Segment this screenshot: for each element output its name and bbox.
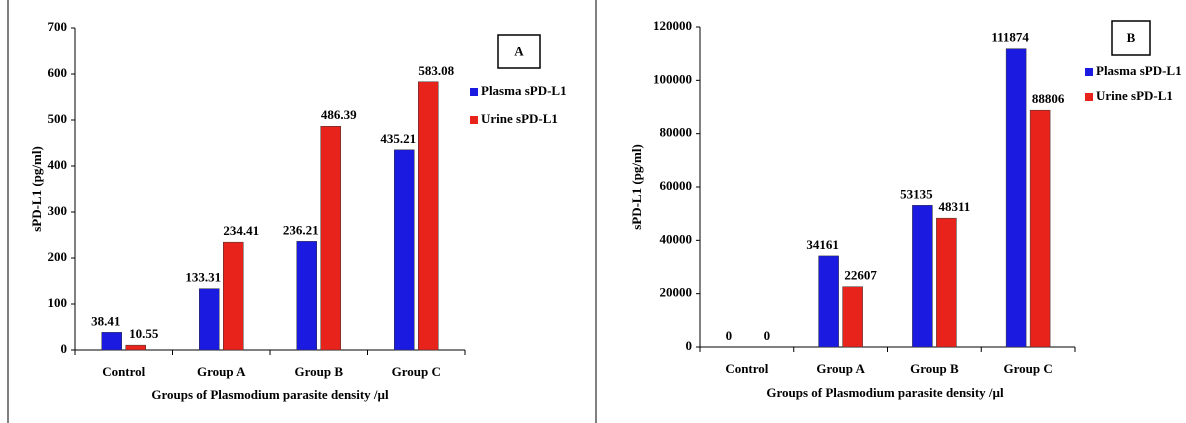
data-label: 435.21 <box>380 131 416 146</box>
figure: 0 100 200 300 400 500 600 700 Control 38.41 10.55 G… <box>0 0 1186 423</box>
y-tick-label: 80000 <box>660 125 693 140</box>
y-tick-label: 100000 <box>653 71 692 86</box>
y-tick-label: 700 <box>48 19 68 34</box>
y-tick-label: 300 <box>48 203 68 218</box>
y-tick-label: 500 <box>48 111 68 126</box>
bar <box>223 242 243 350</box>
bar <box>297 241 317 350</box>
data-label: 10.55 <box>129 326 159 341</box>
bar <box>321 126 341 350</box>
x-tick-label: Group A <box>816 361 865 376</box>
x-tick-label: Control <box>725 361 768 376</box>
bar <box>1006 49 1026 347</box>
panel-label: B <box>1127 30 1136 45</box>
data-label: 38.41 <box>91 313 120 328</box>
y-tick-label: 0 <box>61 341 68 356</box>
x-tick-label: Group C <box>1004 361 1053 376</box>
y-axis-label: sPD-L1 (pg/ml) <box>29 146 44 232</box>
y-tick-label: 40000 <box>660 231 693 246</box>
x-tick-label: Group C <box>392 364 441 379</box>
data-label: 53135 <box>900 186 933 201</box>
legend-label: Urine sPD-L1 <box>1096 88 1173 103</box>
data-label: 88806 <box>1032 91 1065 106</box>
data-label: 111874 <box>991 30 1029 45</box>
data-label: 133.31 <box>185 270 221 285</box>
y-tick-label: 600 <box>48 65 68 80</box>
x-tick-label: Group A <box>197 364 246 379</box>
data-label: 48311 <box>938 199 970 214</box>
bar <box>418 82 438 350</box>
bar <box>819 256 839 347</box>
bar <box>843 287 863 347</box>
y-tick-label: 400 <box>48 157 68 172</box>
y-tick-label: 60000 <box>660 178 693 193</box>
bar <box>1030 110 1050 347</box>
data-label: 234.41 <box>223 223 259 238</box>
y-tick-label: 0 <box>686 338 693 353</box>
legend-label: Urine sPD-L1 <box>481 111 558 126</box>
panel-label: A <box>514 43 524 58</box>
data-label: 22607 <box>844 268 877 283</box>
y-tick-label: 200 <box>48 249 68 264</box>
legend-label: Plasma sPD-L1 <box>481 83 567 98</box>
x-axis-label: Groups of Plasmodium parasite density /µ… <box>766 385 1004 400</box>
bar <box>394 150 414 350</box>
data-label: 583.08 <box>418 63 454 78</box>
y-tick-label: 20000 <box>660 285 693 300</box>
bar <box>936 218 956 347</box>
data-label: 486.39 <box>321 107 357 122</box>
y-tick-label: 100 <box>48 295 68 310</box>
data-label: 0 <box>764 328 771 343</box>
legend-label: Plasma sPD-L1 <box>1096 63 1182 78</box>
bar <box>102 332 122 350</box>
legend-swatch <box>1085 68 1093 76</box>
legend-swatch <box>1085 93 1093 101</box>
bar <box>912 205 932 347</box>
x-axis-label: Groups of Plasmodium parasite density /µ… <box>151 387 389 402</box>
data-label: 34161 <box>806 237 839 252</box>
bar <box>199 289 219 350</box>
legend-swatch <box>470 116 478 124</box>
bar <box>126 345 146 350</box>
x-tick-label: Group B <box>910 361 959 376</box>
y-tick-label: 120000 <box>653 18 692 33</box>
data-label: 0 <box>726 328 733 343</box>
y-axis-label: sPD-L1 (pg/ml) <box>629 144 644 230</box>
x-tick-label: Group B <box>294 364 343 379</box>
x-tick-label: Control <box>102 364 145 379</box>
legend-swatch <box>470 88 478 96</box>
data-label: 236.21 <box>283 222 319 237</box>
